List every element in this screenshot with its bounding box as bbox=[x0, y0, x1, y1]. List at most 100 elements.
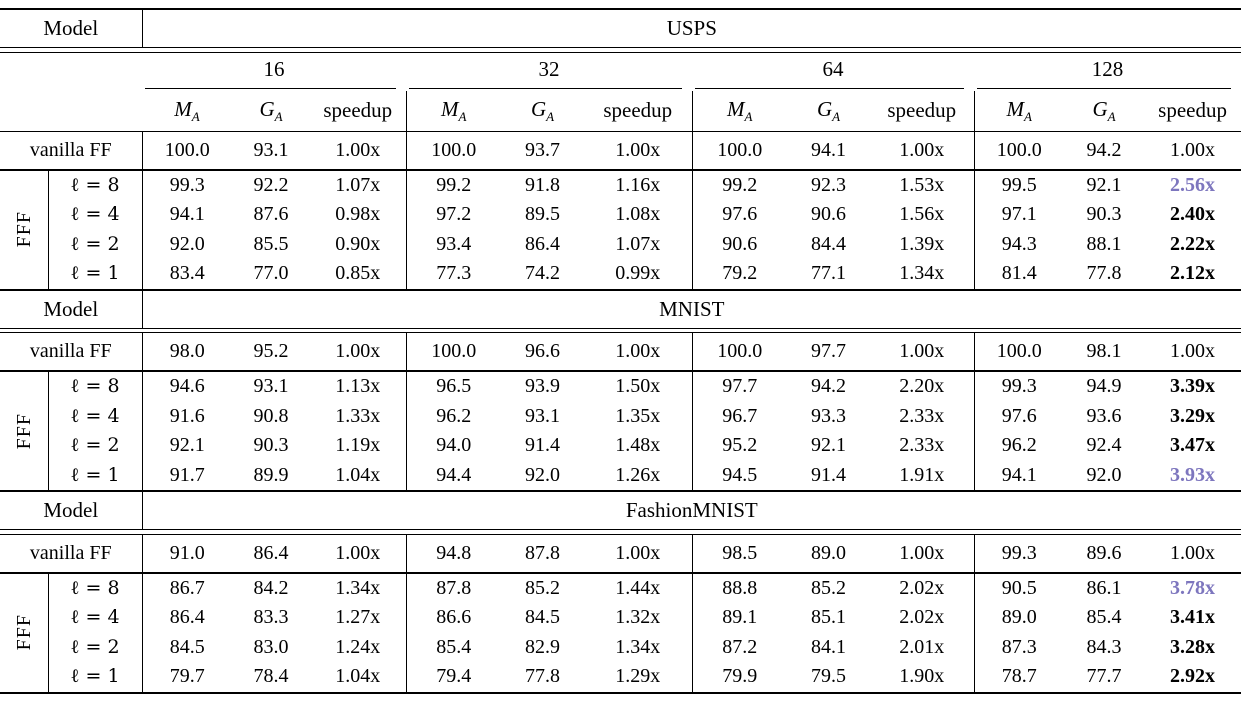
ga-value: 89.0 bbox=[811, 541, 847, 564]
fff-data-row: FFF ℓ = 8 86.7 84.2 1.34x 87.8 85.2 1.44x 88.8 85… bbox=[0, 573, 1241, 693]
empty-cell bbox=[0, 52, 142, 87]
ga-value: 85.4 bbox=[1086, 606, 1122, 629]
width-header: 16 bbox=[263, 57, 285, 81]
ga-value: 74.2 bbox=[525, 262, 561, 285]
speedup-value: 1.33x bbox=[335, 404, 381, 427]
speedup-value-highlight: 3.29x bbox=[1170, 404, 1216, 427]
cmidrule-cell bbox=[142, 87, 406, 91]
speedup-value: 1.00x bbox=[615, 541, 661, 564]
ga-value: 85.2 bbox=[525, 576, 561, 599]
ga-value: 92.0 bbox=[1086, 463, 1122, 486]
metric-subscript: A bbox=[1024, 108, 1032, 124]
ga-column-header: GA bbox=[501, 91, 584, 132]
ma-value: 83.4 bbox=[169, 262, 205, 285]
ga-value: 84.5 bbox=[525, 606, 561, 629]
cmidrule bbox=[145, 88, 397, 89]
fff-data-row: ℓ = 2 92.0 85.5 0.90x 93.4 86.4 1.07x 90.6 84.4 1… bbox=[0, 229, 1241, 259]
speedup-value-highlight: 3.93x bbox=[1170, 463, 1216, 486]
fff-rotated-label: FFF bbox=[12, 211, 35, 248]
speedup-value: 1.00x bbox=[335, 340, 381, 362]
metric-subscript: A bbox=[546, 108, 555, 124]
double-rule bbox=[0, 327, 1241, 333]
ga-column-header: GA bbox=[1064, 91, 1144, 132]
ma-value: 79.7 bbox=[169, 665, 205, 688]
speedup-value: 1.00x bbox=[615, 340, 661, 362]
ma-value: 86.7 bbox=[169, 576, 205, 599]
ma-value: 100.0 bbox=[164, 138, 210, 161]
ma-value: 97.6 bbox=[973, 401, 1065, 431]
metric-symbol: G bbox=[259, 96, 275, 121]
ga-value: 86.1 bbox=[1086, 576, 1122, 599]
ga-value: 92.0 bbox=[525, 463, 561, 486]
cmidrule-row bbox=[0, 87, 1241, 91]
speedup-value: 1.35x bbox=[615, 404, 661, 427]
speedup-value: 1.53x bbox=[899, 173, 945, 196]
speedup-value: 1.24x bbox=[335, 635, 381, 658]
speedup-value: 1.00x bbox=[899, 138, 945, 161]
ga-value: 78.4 bbox=[253, 665, 289, 688]
ga-value: 94.2 bbox=[1086, 138, 1122, 161]
ga-value: 92.2 bbox=[253, 173, 289, 196]
speedup-value: 1.16x bbox=[615, 173, 661, 196]
ga-value: 91.4 bbox=[525, 434, 561, 457]
empty-cell bbox=[0, 91, 142, 132]
leaf-depth-label: ℓ = 8 bbox=[48, 573, 143, 603]
section-fashionmnist: Model FashionMNIST vanilla FF 91.0 86.4 1.00x… bbox=[0, 490, 1241, 693]
speedup-value: 1.00x bbox=[1170, 340, 1216, 362]
ga-value: 85.1 bbox=[811, 606, 847, 629]
ma-value: 91.0 bbox=[169, 541, 205, 564]
header-rule bbox=[0, 130, 1241, 132]
ma-value: 88.8 bbox=[691, 573, 788, 603]
metric-symbol: G bbox=[816, 96, 833, 121]
ma-column-header: MA bbox=[405, 90, 502, 131]
fff-group-label-cell: FFF bbox=[0, 170, 49, 290]
speedup-value: 1.34x bbox=[899, 262, 945, 285]
ga-value: 79.5 bbox=[811, 665, 847, 688]
speedup-value-highlight: 2.12x bbox=[1170, 262, 1216, 285]
speedup-value-highlight: 3.41x bbox=[1170, 606, 1216, 629]
ga-value: 93.9 bbox=[525, 375, 561, 398]
metric-symbol: G bbox=[530, 96, 547, 121]
fff-data-row: FFF ℓ = 8 99.3 92.2 1.07x 99.2 91.8 1.16x 99.2 92… bbox=[0, 170, 1241, 290]
metric-subscript: A bbox=[744, 108, 753, 124]
fff-group-label-cell: FFF bbox=[0, 573, 49, 693]
metric-symbol: M bbox=[441, 96, 459, 121]
model-column-header: Model bbox=[0, 290, 143, 328]
speedup-value: 1.34x bbox=[335, 576, 381, 599]
ga-value: 92.1 bbox=[811, 434, 847, 457]
ga-value: 90.8 bbox=[253, 404, 289, 427]
ma-value: 92.0 bbox=[169, 232, 205, 255]
ma-value: 99.3 bbox=[169, 173, 205, 196]
ma-value: 86.4 bbox=[169, 606, 205, 629]
ma-value: 100.0 bbox=[973, 131, 1065, 170]
fff-group-label-cell: FFF bbox=[0, 372, 49, 491]
ga-value: 77.7 bbox=[1086, 665, 1122, 688]
speedup-value: 1.34x bbox=[615, 635, 661, 658]
ga-value: 89.6 bbox=[1086, 541, 1122, 564]
dataset-title: MNIST bbox=[659, 296, 725, 321]
ga-value: 84.4 bbox=[811, 232, 847, 255]
ga-value: 90.3 bbox=[1086, 203, 1122, 226]
ga-value: 94.9 bbox=[1086, 375, 1122, 398]
ma-value: 99.2 bbox=[691, 170, 788, 200]
ga-value: 93.3 bbox=[811, 404, 847, 427]
header-rule bbox=[0, 130, 1241, 132]
fff-data-row: ℓ = 1 83.4 77.0 0.85x 77.3 74.2 0.99x 79.2 77.1 1… bbox=[0, 259, 1241, 290]
leaf-depth-label: ℓ = 2 bbox=[48, 431, 143, 461]
ga-value: 90.6 bbox=[811, 203, 847, 226]
ma-value: 97.1 bbox=[973, 200, 1065, 230]
ga-value: 87.8 bbox=[525, 541, 561, 564]
ma-value: 84.5 bbox=[169, 635, 205, 658]
vanilla-ff-row: vanilla FF 91.0 86.4 1.00x 94.8 87.8 1.00x 98.5… bbox=[0, 534, 1241, 573]
speedup-value: 1.04x bbox=[335, 463, 381, 486]
ga-value: 94.2 bbox=[811, 375, 847, 398]
speedup-value: 1.00x bbox=[615, 138, 661, 161]
ga-value: 91.4 bbox=[811, 463, 847, 486]
speedup-value-highlight: 3.47x bbox=[1170, 434, 1216, 457]
vanilla-ff-label: vanilla FF bbox=[0, 332, 143, 371]
speedup-value: 1.27x bbox=[335, 606, 381, 629]
ga-value: 93.1 bbox=[253, 138, 289, 161]
ma-value: 90.5 bbox=[973, 573, 1065, 603]
ma-column-header: MA bbox=[691, 90, 788, 131]
ga-value: 82.9 bbox=[525, 635, 561, 658]
